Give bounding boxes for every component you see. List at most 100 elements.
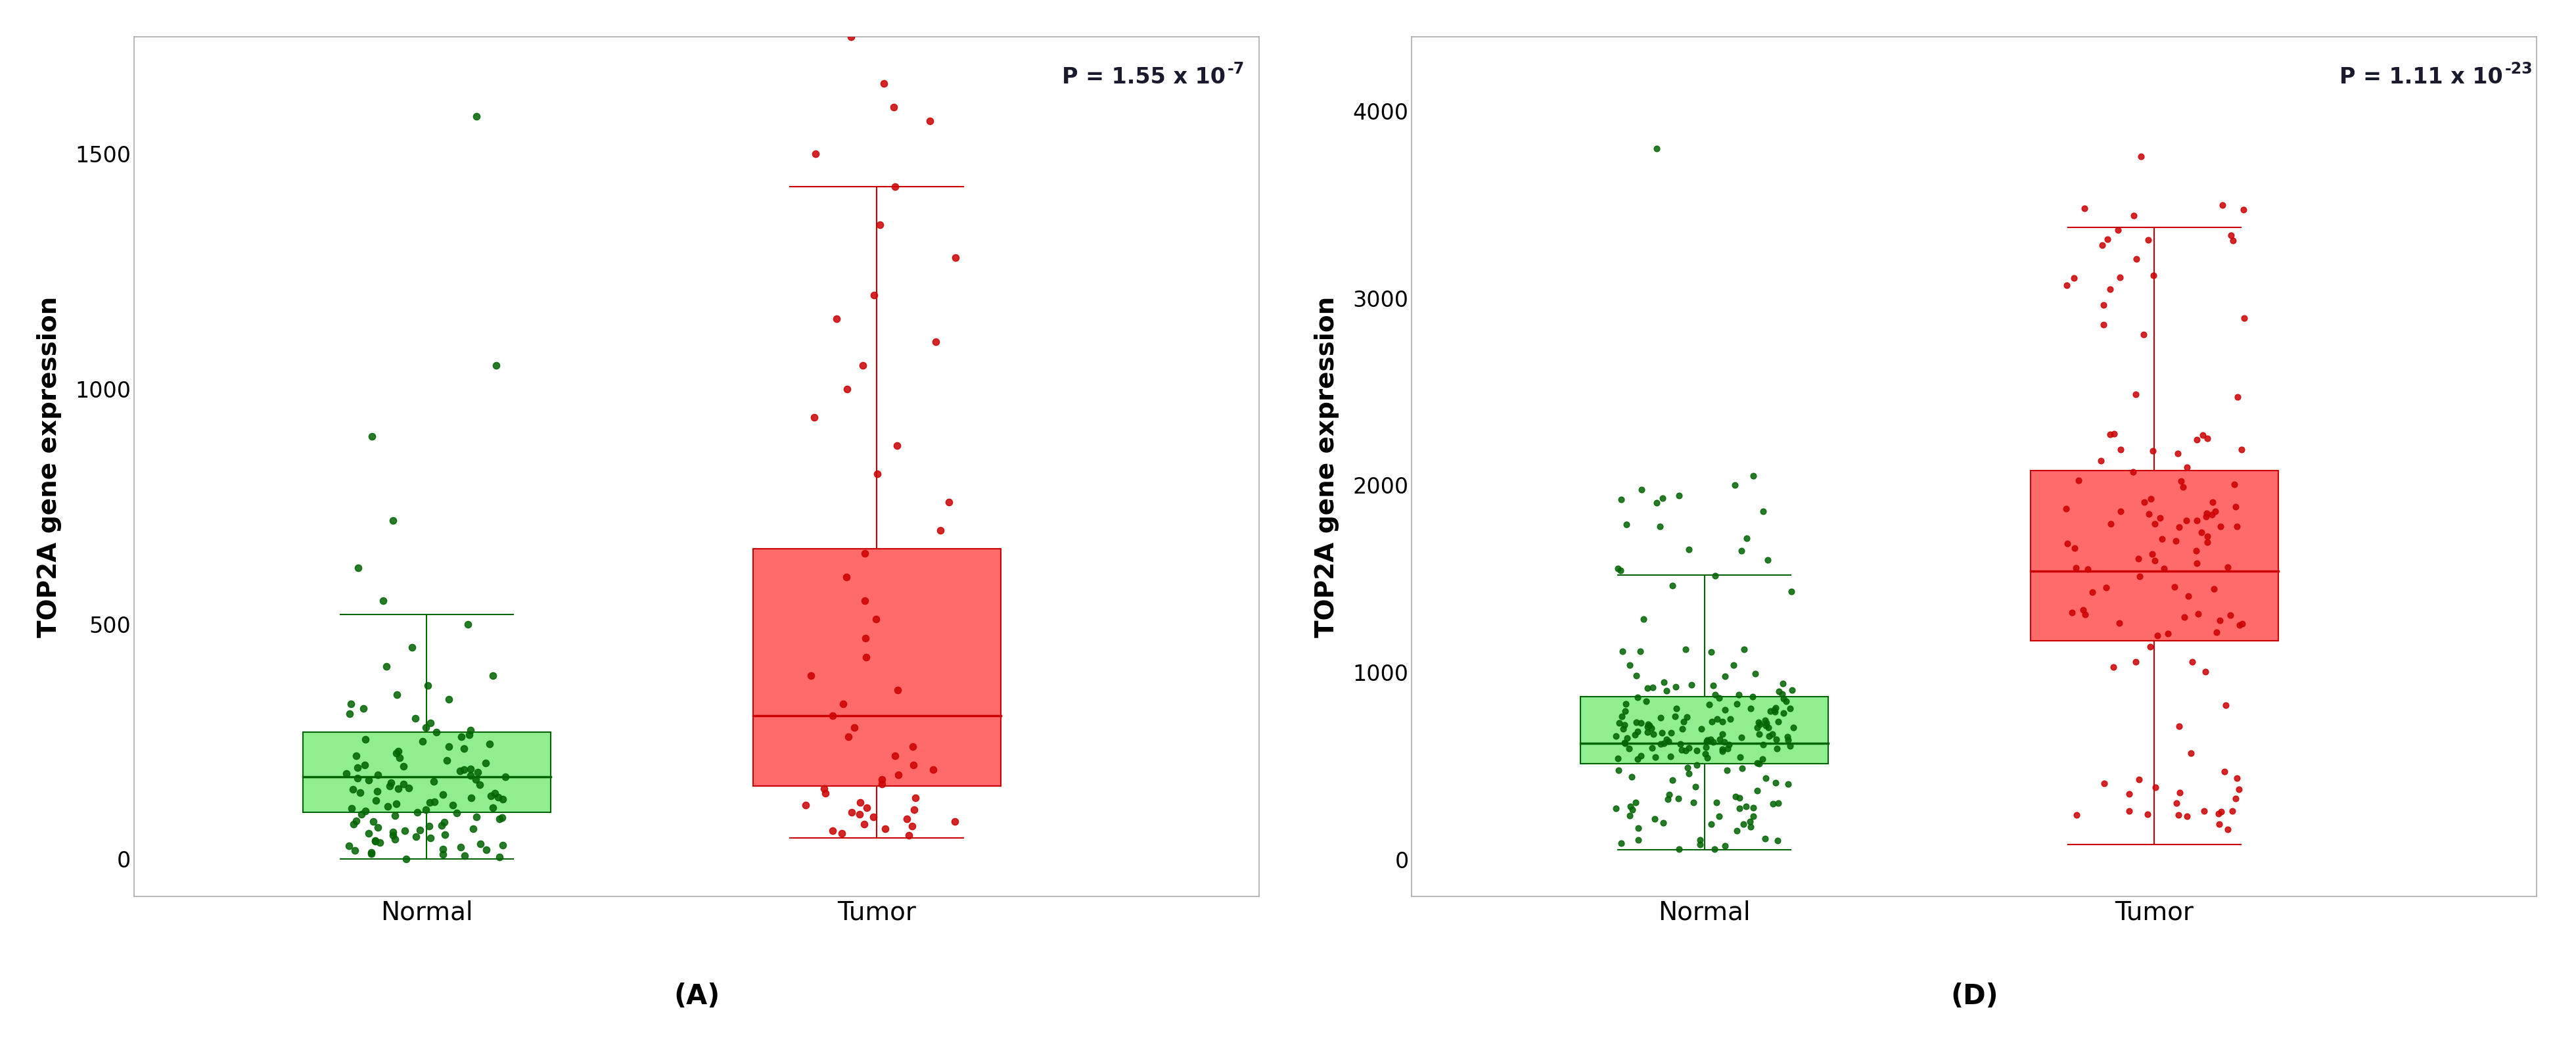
Point bbox=[1636, 141, 1677, 157]
Point bbox=[2048, 535, 2089, 552]
Point bbox=[2115, 251, 2156, 268]
Point bbox=[1613, 802, 1654, 818]
Point bbox=[337, 770, 379, 787]
Point bbox=[420, 817, 461, 834]
Point bbox=[2050, 605, 2092, 621]
Point bbox=[379, 742, 420, 759]
Point bbox=[1636, 494, 1677, 511]
Point bbox=[1716, 822, 1757, 839]
Point bbox=[1726, 530, 1767, 547]
Point bbox=[2169, 587, 2210, 604]
Point bbox=[350, 845, 392, 862]
Point bbox=[860, 771, 902, 788]
Point bbox=[894, 802, 935, 818]
Point bbox=[1672, 677, 1713, 693]
Point bbox=[2123, 326, 2164, 342]
Point bbox=[2164, 609, 2205, 626]
Point bbox=[1690, 696, 1731, 713]
Point bbox=[1747, 552, 1788, 568]
Point bbox=[2136, 515, 2177, 532]
Point bbox=[845, 545, 886, 562]
Point bbox=[1757, 713, 1798, 730]
Point bbox=[1685, 733, 1726, 750]
Point bbox=[2112, 464, 2154, 481]
Point bbox=[1741, 503, 1783, 519]
Point bbox=[1618, 820, 1659, 837]
Point bbox=[2208, 821, 2249, 838]
Point bbox=[471, 799, 513, 816]
Point bbox=[2099, 441, 2141, 458]
Text: -7: -7 bbox=[1226, 61, 1244, 77]
Point bbox=[469, 736, 510, 753]
Point bbox=[2192, 506, 2233, 523]
Bar bbox=[304, 732, 551, 812]
Point bbox=[1690, 643, 1731, 660]
Point bbox=[1734, 467, 1775, 484]
Point bbox=[451, 767, 492, 784]
Point bbox=[394, 710, 435, 727]
Point bbox=[1739, 756, 1780, 772]
Point bbox=[1690, 732, 1731, 748]
Point bbox=[1646, 791, 1687, 808]
Point bbox=[1744, 712, 1785, 729]
Point bbox=[914, 334, 956, 351]
Point bbox=[2177, 512, 2218, 529]
Point bbox=[443, 847, 484, 864]
Point bbox=[1615, 727, 1656, 743]
Point bbox=[464, 755, 505, 771]
Point bbox=[1602, 708, 1643, 725]
Point bbox=[2184, 803, 2226, 819]
Point bbox=[453, 820, 495, 837]
Point bbox=[2136, 628, 2177, 644]
Point bbox=[448, 616, 489, 633]
Point bbox=[1631, 740, 1672, 757]
Point bbox=[384, 822, 425, 839]
Point bbox=[889, 828, 930, 844]
Point bbox=[866, 820, 907, 837]
Point bbox=[1633, 726, 1674, 742]
Point bbox=[448, 727, 489, 743]
Point bbox=[1736, 783, 1777, 799]
Point bbox=[1731, 818, 1772, 835]
Point bbox=[1754, 731, 1795, 747]
Text: P = 1.55 x 10: P = 1.55 x 10 bbox=[1061, 67, 1226, 88]
Point bbox=[1757, 740, 1798, 757]
Point bbox=[415, 793, 456, 810]
Point bbox=[340, 784, 381, 801]
Point bbox=[1633, 810, 1674, 827]
Point bbox=[2136, 780, 2177, 796]
Point bbox=[1695, 686, 1736, 703]
Point bbox=[863, 75, 904, 92]
Point bbox=[2164, 478, 2205, 494]
Point bbox=[1659, 790, 1700, 807]
Point bbox=[1749, 728, 1790, 744]
Point bbox=[1651, 725, 1692, 741]
Point bbox=[1723, 641, 1765, 658]
Point bbox=[1692, 678, 1734, 694]
Point bbox=[1705, 668, 1747, 685]
Point bbox=[2136, 552, 2177, 568]
Point bbox=[2084, 776, 2125, 792]
Point bbox=[1607, 730, 1649, 746]
Point bbox=[873, 99, 914, 116]
Point bbox=[1677, 742, 1718, 759]
Point bbox=[2200, 612, 2241, 629]
Point bbox=[822, 824, 863, 841]
Point bbox=[1685, 745, 1726, 762]
Point bbox=[374, 808, 415, 824]
Point bbox=[2081, 297, 2123, 313]
Point bbox=[1747, 715, 1788, 732]
Point bbox=[1698, 689, 1739, 706]
Point bbox=[1628, 680, 1669, 696]
Point bbox=[348, 771, 389, 788]
Point bbox=[1667, 759, 1708, 776]
Point bbox=[2172, 654, 2213, 670]
Point bbox=[1772, 719, 1814, 736]
Point bbox=[1744, 717, 1785, 734]
Point bbox=[845, 815, 886, 832]
Point bbox=[811, 708, 853, 725]
Point bbox=[1641, 725, 1682, 741]
Point bbox=[466, 841, 507, 858]
Point bbox=[443, 740, 484, 757]
Point bbox=[1716, 477, 1757, 493]
